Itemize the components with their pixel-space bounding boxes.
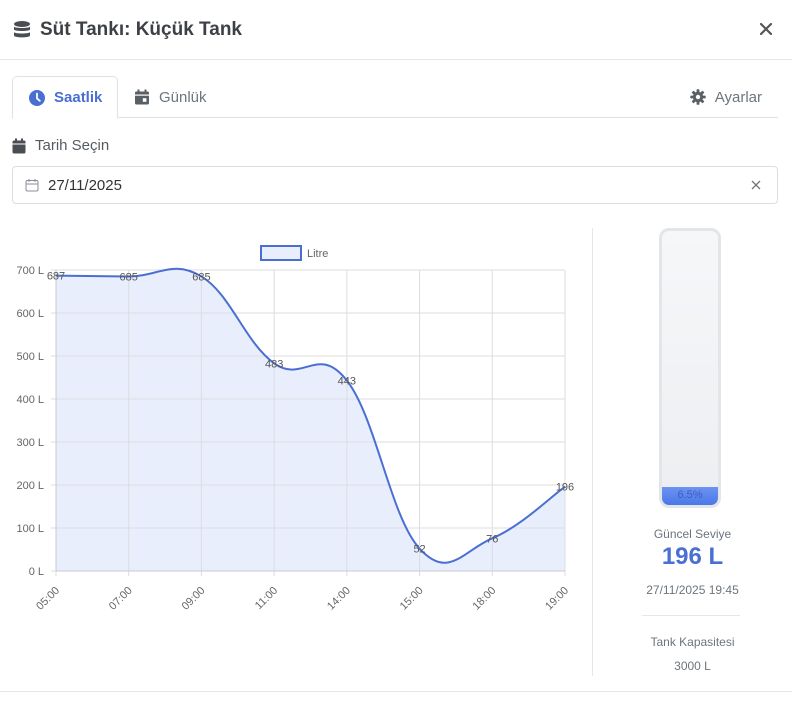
tab-daily[interactable]: Günlük	[134, 76, 207, 118]
x-axis-tick: 14:00	[325, 585, 353, 613]
vertical-divider	[592, 228, 593, 676]
legend-swatch[interactable]	[260, 245, 302, 261]
x-axis-tick: 18:00	[470, 585, 498, 613]
modal-header: Süt Tankı: Küçük Tank	[0, 0, 792, 60]
settings-label: Ayarlar	[714, 88, 762, 106]
tank-gauge: 6.5%	[659, 228, 721, 508]
date-picker-label-text: Tarih Seçin	[35, 137, 110, 154]
x-axis-tick: 07:00	[107, 585, 135, 613]
y-axis-tick: 200 L	[16, 480, 44, 492]
date-input-value: 27/11/2025	[48, 176, 122, 194]
modal-title-text: Süt Tankı: Küçük Tank	[40, 18, 242, 40]
calendar-icon	[12, 138, 26, 154]
current-level-value: 196 L	[661, 543, 724, 570]
data-label: 685	[192, 271, 210, 283]
data-label: 685	[120, 271, 138, 283]
chart-area-fill	[56, 268, 565, 571]
database-icon	[12, 20, 32, 40]
tab-hourly[interactable]: Saatlik	[12, 76, 118, 119]
x-axis-tick: 15:00	[398, 585, 426, 613]
chart-series-line	[55, 267, 566, 564]
y-axis-tick: 400 L	[16, 394, 44, 406]
gear-icon	[690, 89, 706, 105]
modal-footer-divider	[0, 691, 792, 692]
x-axis-tick: 09:00	[180, 585, 208, 613]
data-label: 52	[413, 544, 425, 556]
y-axis-tick: 500 L	[16, 351, 44, 363]
clear-date-button[interactable]	[749, 178, 763, 192]
calendar-icon	[134, 89, 150, 105]
data-label: 443	[338, 376, 356, 388]
date-input[interactable]: 27/11/2025	[12, 166, 778, 204]
line-chart-svg: 0 L 100 L 200 L 300 L 400 L 500 L 600 L 700 L 05…	[16, 245, 574, 613]
y-axis-tick: 600 L	[16, 308, 44, 320]
data-label: 687	[47, 271, 65, 283]
clock-icon	[29, 89, 45, 106]
data-label: 76	[486, 533, 498, 545]
current-level-label: Güncel Seviye	[653, 527, 732, 541]
close-icon	[751, 180, 761, 190]
legend-label[interactable]: Litre	[307, 248, 328, 260]
view-tabs: Saatlik Günlük	[12, 76, 778, 119]
modal-title: Süt Tankı: Küçük Tank	[12, 19, 242, 41]
info-divider	[642, 615, 740, 616]
y-axis-tick: 300 L	[16, 437, 44, 449]
data-label: 483	[265, 358, 283, 370]
tab-daily-label: Günlük	[159, 88, 207, 106]
y-axis-tick: 700 L	[16, 265, 44, 277]
x-axis-tick: 11:00	[253, 585, 280, 612]
date-picker-label: Tarih Seçin	[12, 137, 109, 154]
tank-fill-percent: 6.5%	[677, 489, 703, 501]
y-axis-tick: 0 L	[29, 566, 44, 578]
tank-capacity-label: Tank Kapasitesi	[650, 635, 735, 649]
x-axis-tick: 19:00	[543, 585, 571, 613]
level-chart: 0 L 100 L 200 L 300 L 400 L 500 L 600 L 700 L 05…	[0, 228, 592, 628]
x-axis-tick: 05:00	[34, 585, 62, 613]
settings-button[interactable]: Ayarlar	[690, 76, 762, 118]
close-button[interactable]	[754, 17, 778, 41]
close-icon	[760, 23, 772, 35]
calendar-outline-icon	[25, 178, 39, 192]
y-axis-tick: 100 L	[16, 523, 44, 535]
tab-hourly-label: Saatlik	[54, 89, 103, 106]
current-level-timestamp: 27/11/2025 19:45	[646, 583, 739, 597]
tank-capacity-value: 3000 L	[674, 659, 711, 673]
data-label: 196	[556, 482, 574, 494]
tank-fill-level	[662, 487, 718, 505]
